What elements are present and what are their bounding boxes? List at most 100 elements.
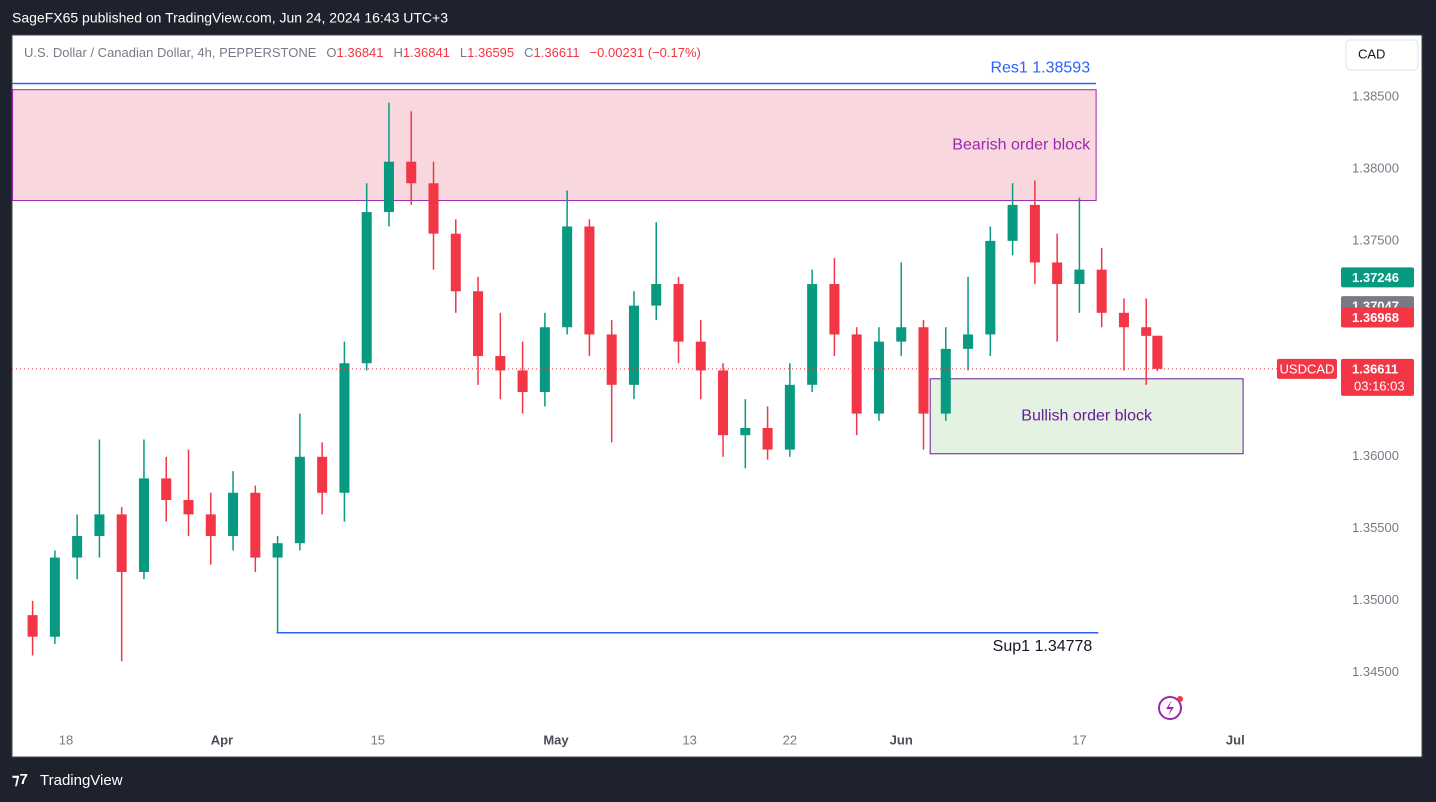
x-tick-label: 18 bbox=[59, 732, 73, 747]
candle-body bbox=[829, 284, 840, 335]
candle-body bbox=[896, 327, 907, 342]
y-tick-label: 1.36000 bbox=[1352, 448, 1399, 463]
candle-body bbox=[383, 161, 394, 213]
y-tick-label: 1.38500 bbox=[1352, 88, 1399, 103]
candle-body bbox=[183, 499, 194, 515]
x-tick-label: 22 bbox=[783, 732, 797, 747]
candle-body bbox=[673, 284, 684, 342]
y-tick-label: 1.35000 bbox=[1352, 592, 1399, 607]
candle-body bbox=[116, 514, 127, 572]
candle-body bbox=[740, 428, 751, 436]
x-tick-label: Apr bbox=[211, 732, 233, 747]
y-tick-label: 1.37500 bbox=[1352, 232, 1399, 247]
x-tick-label: Jul bbox=[1226, 732, 1245, 747]
y-tick-label: 1.35500 bbox=[1352, 520, 1399, 535]
candle-body bbox=[918, 327, 929, 414]
price-tag-label: 1.36968 bbox=[1352, 310, 1399, 325]
candle-body bbox=[138, 478, 149, 572]
currency: CAD bbox=[1358, 46, 1385, 61]
legend-value: 1.36841 bbox=[403, 45, 450, 60]
legend-key: O bbox=[326, 45, 336, 60]
candle-body bbox=[450, 233, 461, 292]
legend: U.S. Dollar / Canadian Dollar, 4h, PEPPE… bbox=[24, 45, 701, 60]
publisher: SageFX65 published on TradingView.com, J… bbox=[12, 10, 448, 26]
candle-body bbox=[1074, 269, 1085, 285]
candle-body bbox=[1029, 204, 1040, 263]
symbol-tag-label: USDCAD bbox=[1280, 361, 1335, 376]
legend-change: −0.00231 (−0.17%) bbox=[590, 45, 701, 60]
brand-logo: ⁊7 bbox=[12, 771, 28, 788]
candle-body bbox=[428, 183, 439, 234]
candle-body bbox=[72, 535, 83, 558]
candle-body bbox=[985, 240, 996, 335]
candle-body bbox=[339, 363, 350, 493]
candle-body bbox=[562, 226, 573, 328]
order-block-label: Bullish order block bbox=[1021, 407, 1153, 424]
price-tag bbox=[1341, 267, 1414, 288]
candle-body bbox=[161, 478, 172, 500]
candle-body bbox=[1052, 262, 1063, 285]
candle-body bbox=[628, 305, 639, 385]
candle-body bbox=[1118, 312, 1129, 328]
order-block bbox=[929, 378, 1244, 455]
x-tick-label: Jun bbox=[890, 732, 913, 747]
candle-body bbox=[1096, 269, 1107, 313]
countdown: 03:16:03 bbox=[1354, 378, 1405, 393]
legend-key: H bbox=[394, 45, 403, 60]
candle-body bbox=[851, 334, 862, 414]
candle-body bbox=[762, 428, 773, 450]
last-price-tag bbox=[1341, 358, 1414, 396]
x-tick-label: 15 bbox=[371, 732, 385, 747]
currency-button[interactable] bbox=[1345, 39, 1419, 71]
candle-body bbox=[250, 492, 261, 558]
candle-body bbox=[539, 327, 550, 393]
legend-description: U.S. Dollar / Canadian Dollar, 4h, PEPPE… bbox=[24, 45, 317, 60]
candle-body bbox=[294, 456, 305, 544]
legend-key: L bbox=[460, 45, 467, 60]
candle-body bbox=[361, 212, 372, 364]
x-tick-label: 17 bbox=[1072, 732, 1086, 747]
last-price-label: 1.36611 bbox=[1352, 361, 1398, 376]
candle-body bbox=[584, 226, 595, 335]
alert-icon[interactable] bbox=[1158, 696, 1183, 720]
level-label: Sup1 1.34778 bbox=[993, 638, 1093, 655]
candle-body bbox=[606, 334, 617, 385]
candle-body bbox=[963, 334, 974, 349]
order-block-label: Bearish order block bbox=[952, 136, 1091, 153]
price-tag-label: 1.37246 bbox=[1352, 270, 1399, 285]
legend-value: 1.36841 bbox=[337, 45, 384, 60]
legend-value: 1.36595 bbox=[467, 45, 514, 60]
candle-body bbox=[495, 356, 506, 371]
candle-body bbox=[940, 348, 951, 414]
y-tick-label: 1.38000 bbox=[1352, 160, 1399, 175]
candle-body bbox=[695, 341, 706, 371]
level-label: Res1 1.38593 bbox=[990, 60, 1090, 77]
price-tag bbox=[1341, 307, 1414, 328]
candle-body bbox=[807, 284, 818, 385]
candle-body bbox=[1152, 335, 1163, 369]
candle-body bbox=[406, 161, 417, 184]
legend-key: C bbox=[524, 45, 533, 60]
x-tick-label: 13 bbox=[682, 732, 696, 747]
candle-body bbox=[272, 543, 283, 558]
brand: TradingView bbox=[40, 772, 123, 789]
candle-body bbox=[784, 384, 795, 450]
candle-body bbox=[49, 557, 60, 637]
candle-body bbox=[517, 370, 528, 393]
candle-body bbox=[1141, 327, 1152, 336]
legend-value: 1.36611 bbox=[534, 45, 580, 60]
symbol-tag bbox=[1277, 358, 1337, 379]
order-block bbox=[12, 89, 1097, 202]
candle-body bbox=[317, 456, 328, 493]
candle-body bbox=[873, 341, 884, 414]
candle-body bbox=[94, 514, 105, 536]
candle-body bbox=[473, 291, 484, 357]
candle-body bbox=[205, 514, 216, 536]
candle-body bbox=[27, 615, 38, 637]
candle-body bbox=[228, 492, 239, 536]
candle-body bbox=[651, 284, 662, 306]
x-tick-label: May bbox=[543, 732, 569, 747]
y-tick-label: 1.34500 bbox=[1352, 664, 1399, 679]
